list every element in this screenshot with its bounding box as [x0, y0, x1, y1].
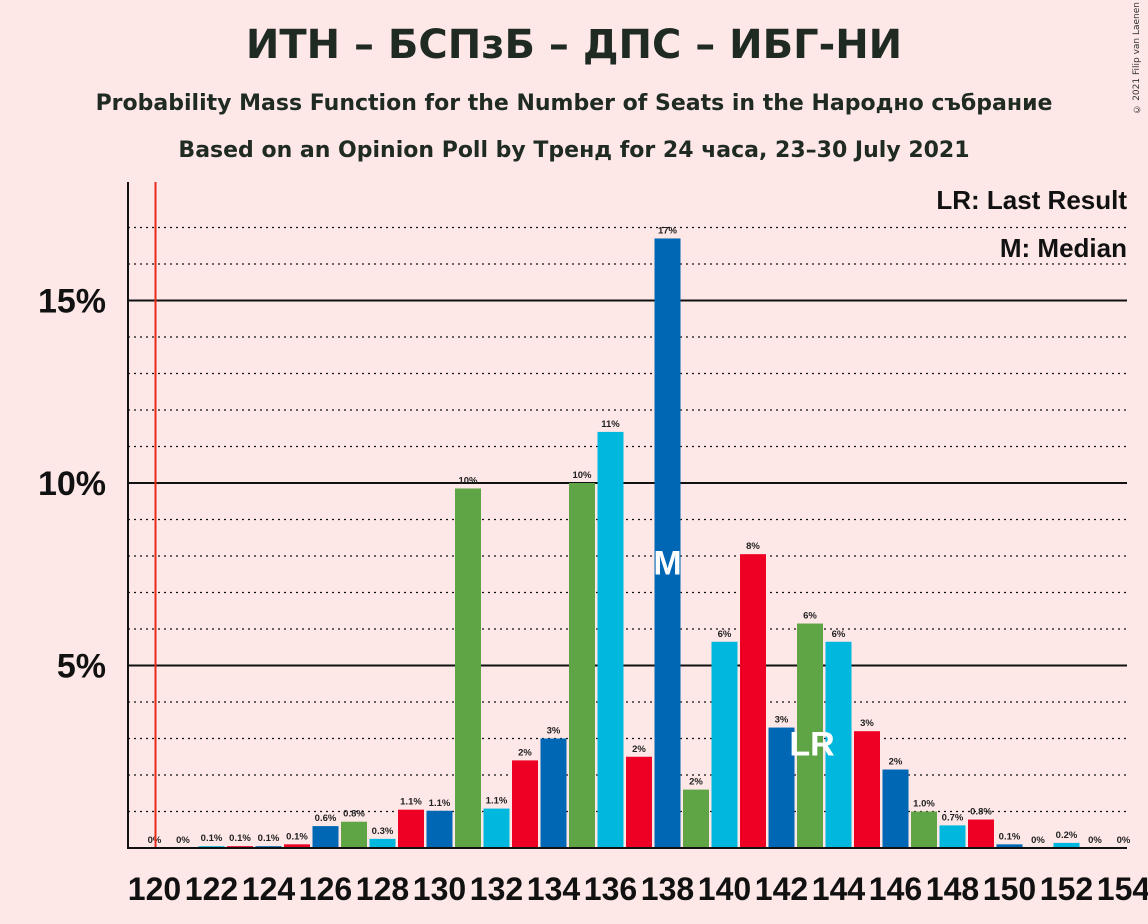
grid-lines [128, 226, 1127, 813]
bar [996, 844, 1023, 848]
bar [569, 483, 595, 848]
bar [911, 811, 937, 848]
bar-label: 2% [518, 747, 532, 758]
last-result-marker: LR [789, 726, 834, 764]
bar-label: 0.8% [343, 809, 365, 820]
median-marker: M [653, 545, 681, 583]
bar [825, 641, 852, 848]
bar-label: 0% [1088, 835, 1102, 846]
bar-label: 6% [718, 629, 732, 640]
bar [426, 810, 453, 848]
chart-title: ИТН – БСПзБ – ДПС – ИБГ-НИ [245, 22, 903, 68]
bar-label: 11% [601, 419, 620, 430]
bar [711, 641, 738, 848]
bar-label: 6% [803, 611, 817, 622]
x-tick-label: 134 [527, 871, 581, 907]
bar [1053, 842, 1080, 848]
legend-last-result: LR: Last Result [936, 185, 1127, 215]
x-tick-label: 128 [356, 871, 409, 907]
legend-median: M: Median [1000, 233, 1127, 263]
bar-label: 2% [889, 757, 903, 768]
bar [768, 727, 795, 848]
bar [854, 731, 880, 848]
bar-label: 1.0% [913, 799, 935, 810]
bar [540, 738, 567, 848]
bar-label: 0% [1117, 835, 1131, 846]
x-tick-label: 150 [983, 871, 1036, 907]
bar [626, 756, 652, 848]
bar [597, 431, 624, 848]
bar-label: 0.6% [315, 813, 337, 824]
bar-label: 2% [689, 777, 703, 788]
bar-label: 0% [1031, 835, 1045, 846]
bar [312, 826, 339, 848]
bar-label: 17% [658, 225, 678, 236]
y-tick-label: 10% [38, 465, 106, 503]
x-tick-label: 136 [584, 871, 637, 907]
bar-label: 0.1% [258, 833, 280, 844]
bar-label: 1.1% [486, 796, 508, 807]
bar [341, 821, 367, 848]
bar-label: 0.1% [999, 831, 1021, 842]
bar-label: 10% [458, 475, 478, 486]
x-tick-label: 132 [470, 871, 523, 907]
bar [512, 760, 538, 848]
bar-label: 6% [832, 629, 846, 640]
x-tick-label: 142 [755, 871, 808, 907]
x-tick-label: 154 [1097, 871, 1148, 907]
bar-label: 1.1% [429, 798, 451, 809]
bar [939, 825, 966, 848]
x-tick-label: 124 [242, 871, 296, 907]
x-tick-label: 152 [1040, 871, 1093, 907]
bar-label: 0.1% [229, 833, 251, 844]
bar-label: 0.7% [942, 812, 964, 823]
bar [797, 623, 823, 848]
bar [683, 789, 709, 848]
chart-subtitle-poll: Based on an Opinion Poll by Тренд for 24… [178, 138, 970, 163]
y-tick-label: 15% [38, 283, 106, 321]
bar-label: 3% [860, 718, 874, 729]
bar [369, 838, 396, 848]
bars-group: 0% 0% 0.1% 0.1% 0.1% 0.1% 0.6% 0.8% 0.3% 1.1% 1.1%… [148, 225, 1131, 848]
x-tick-label: 146 [869, 871, 922, 907]
chart-subtitle: Probability Mass Function for the Number… [95, 91, 1053, 116]
axes-group: 5%10%15%120 122 124 126 128 130 132 134 136 138 14… [38, 182, 1148, 907]
bar [483, 808, 510, 848]
bar [654, 238, 681, 848]
bar-label: 3% [775, 715, 789, 726]
x-tick-label: 138 [641, 871, 694, 907]
bar [968, 819, 994, 848]
x-tick-label: 144 [812, 871, 866, 907]
bar-label: 0.3% [372, 826, 394, 837]
bar-label: 1.1% [400, 797, 422, 808]
bar [284, 844, 310, 848]
bar [882, 769, 909, 848]
x-tick-label: 126 [299, 871, 352, 907]
x-tick-label: 122 [185, 871, 238, 907]
bar-label: 8% [746, 541, 760, 552]
bar [455, 488, 481, 848]
bar-label: 0.8% [970, 807, 992, 818]
bar-label: 2% [632, 744, 646, 755]
x-tick-label: 120 [128, 871, 181, 907]
x-tick-label: 148 [926, 871, 979, 907]
bar-label: 0.1% [286, 831, 308, 842]
bar [398, 809, 424, 848]
bar [740, 554, 766, 848]
y-tick-label: 5% [57, 648, 106, 686]
bar-label: 3% [547, 726, 561, 737]
bar-label: 0.1% [201, 833, 223, 844]
x-tick-label: 140 [698, 871, 751, 907]
bar-label: 0% [176, 835, 190, 846]
bar-label: 0.2% [1056, 830, 1078, 841]
x-tick-label: 130 [413, 871, 466, 907]
bar-label: 10% [572, 470, 592, 481]
